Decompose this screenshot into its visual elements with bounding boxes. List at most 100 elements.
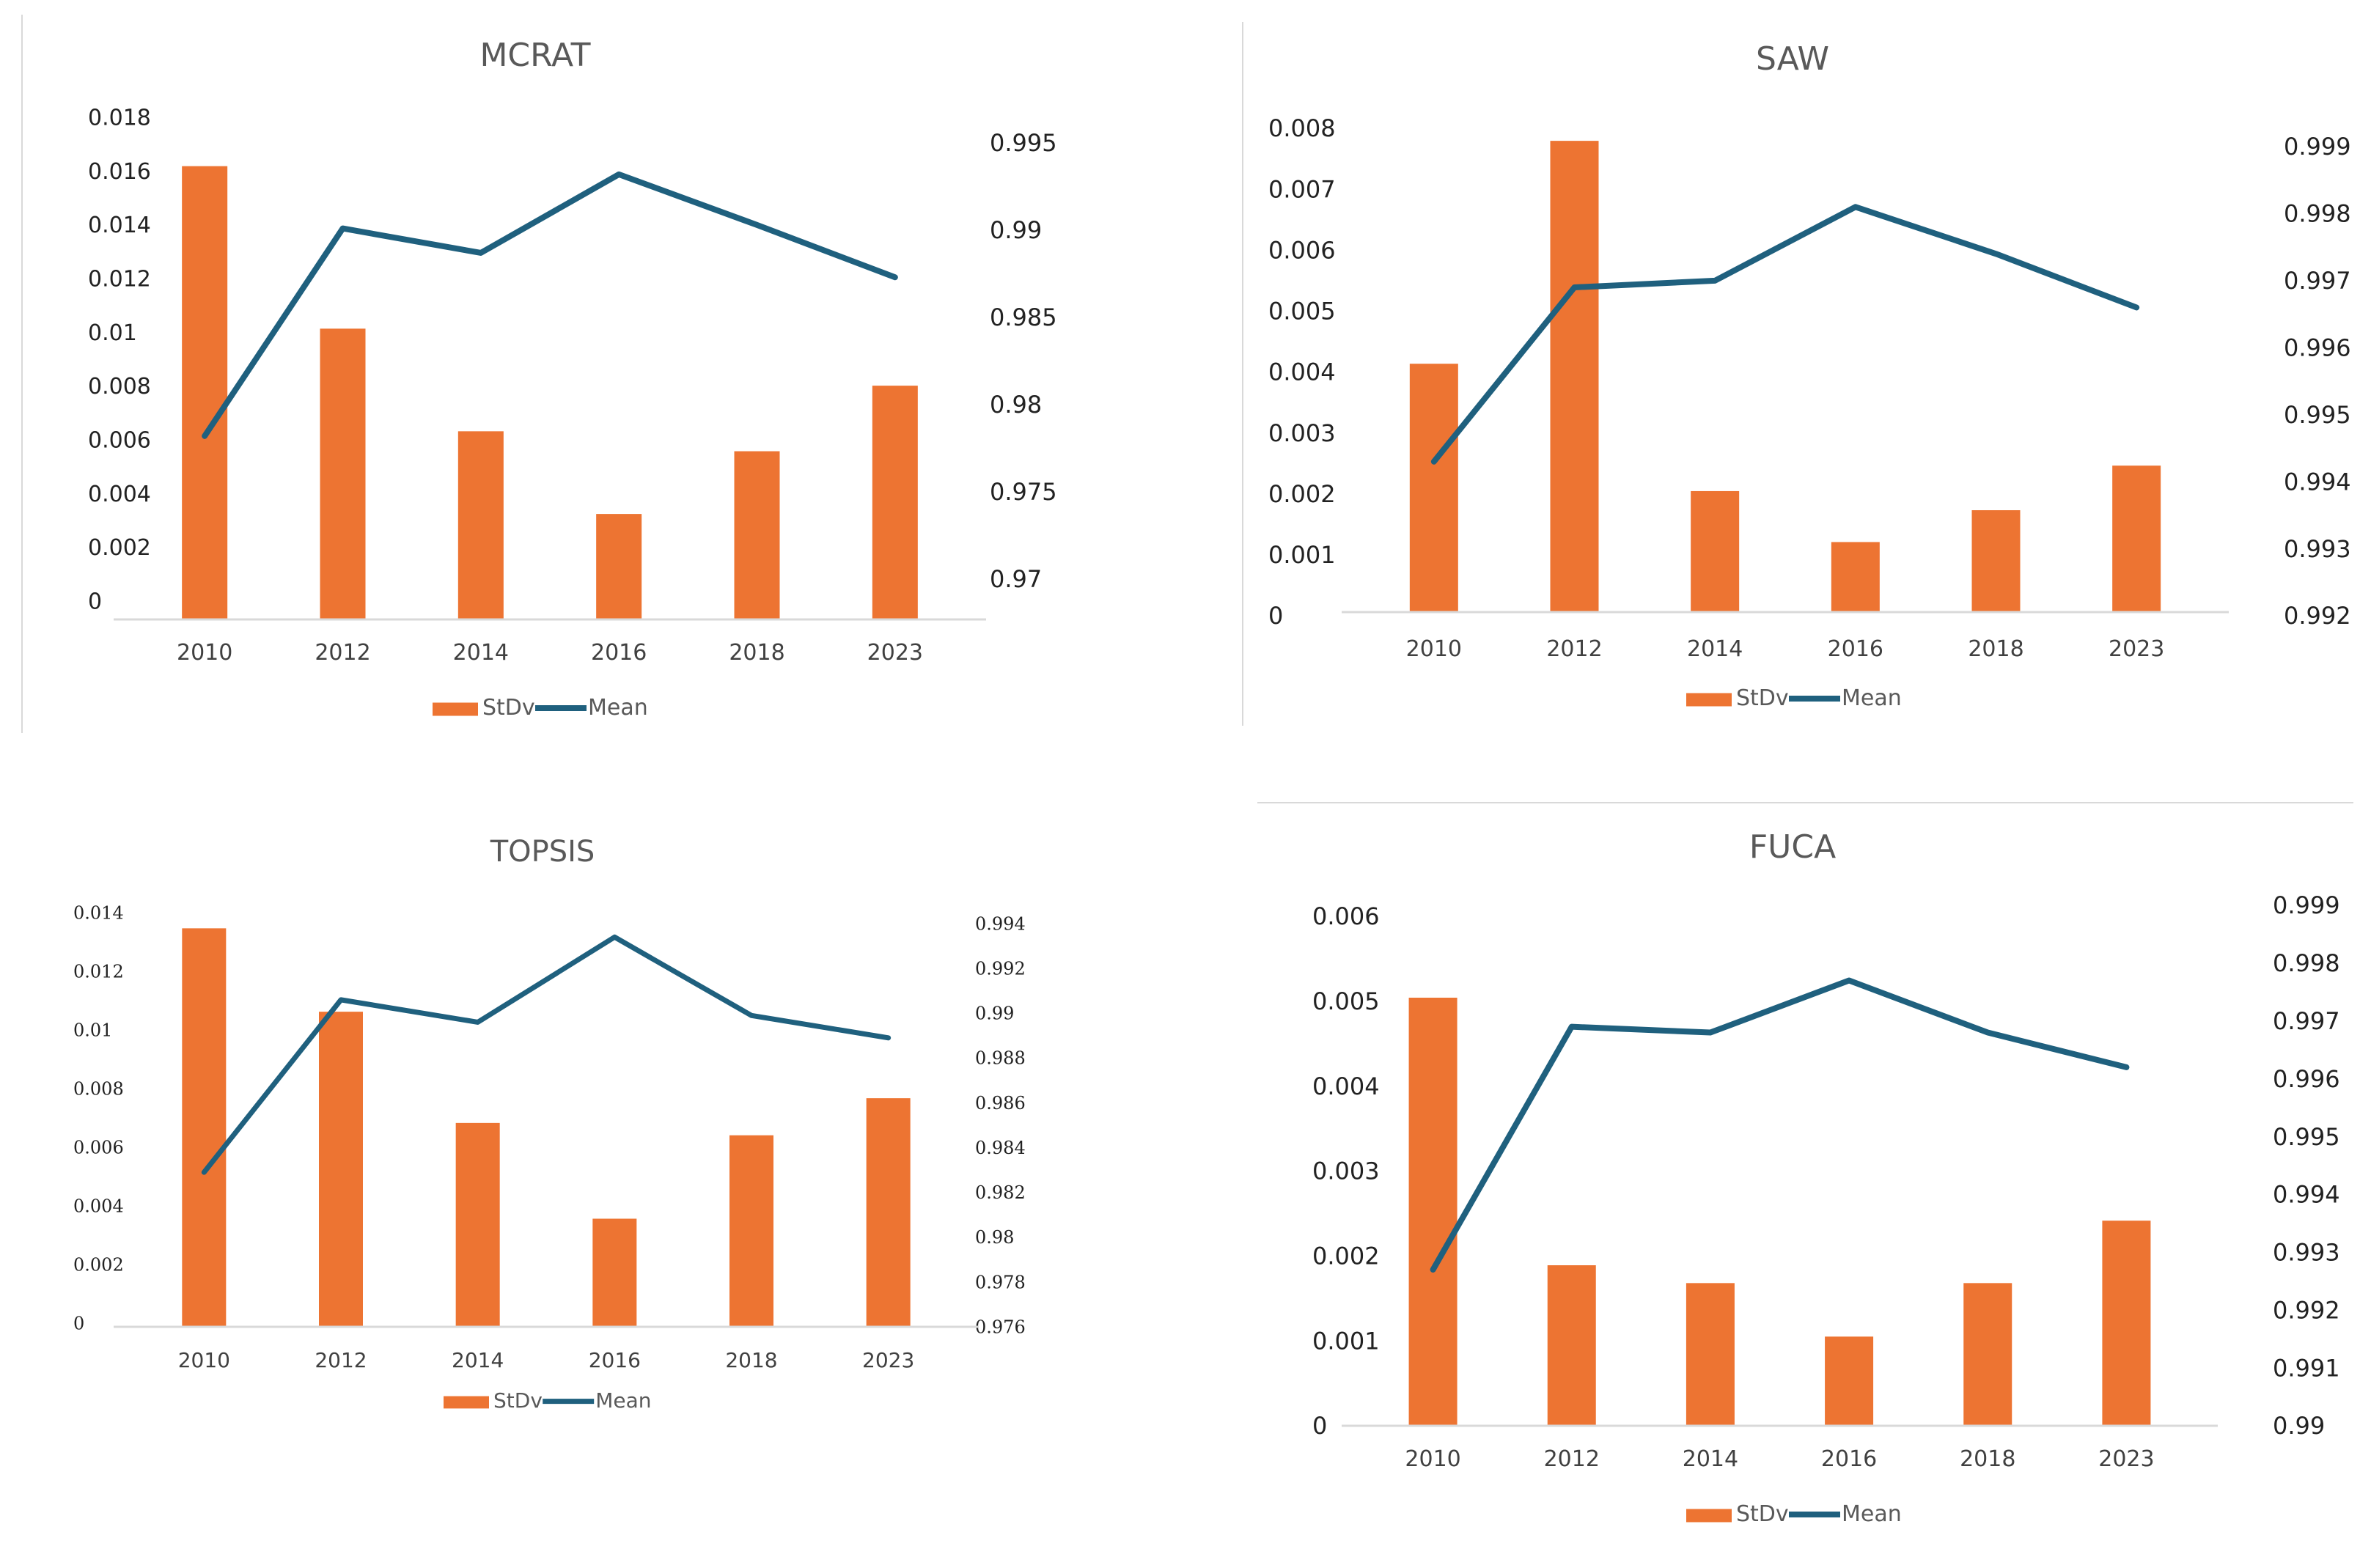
- saw-bar-2016: [1831, 542, 1880, 612]
- fuca-left-tick: 0.002: [1312, 1243, 1380, 1270]
- chart-panel-topsis: TOPSIS 0 0.002 0.004 0.006 0.008 0.01 0.012 0.01…: [22, 814, 1063, 1473]
- fuca-x-tick: 2014: [1683, 1446, 1738, 1472]
- saw-right-tick: 0.995: [2284, 401, 2351, 429]
- fuca-left-tick: 0.001: [1312, 1327, 1380, 1355]
- saw-bar-2014: [1691, 490, 1740, 612]
- topsis-x-tick: 2016: [589, 1348, 641, 1372]
- chart-panel-fuca: FUCA 0 0.001 0.002 0.003 0.004 0.005 0.006 0.99 0…: [1257, 802, 2353, 1539]
- topsis-left-tick: 0.012: [73, 961, 124, 982]
- mcrat-bar-2023: [872, 386, 918, 619]
- topsis-bar-2014: [455, 1122, 500, 1327]
- topsis-right-tick: 0.982: [975, 1182, 1026, 1203]
- saw-legend-mean-label: Mean: [1842, 685, 1902, 711]
- topsis-chart-title: TOPSIS: [490, 835, 595, 869]
- fuca-left-tick: 0.004: [1312, 1072, 1380, 1100]
- fuca-legend-stdv-swatch: [1686, 1509, 1732, 1523]
- fuca-right-tick: 0.998: [2273, 949, 2340, 977]
- topsis-bar-2012: [319, 1012, 363, 1327]
- chart-svg-mcrat: MCRAT 0 0.002 0.004 0.006 0.008 0.01 0.012 0.014…: [21, 15, 1057, 733]
- topsis-legend-stdv-label: StDv: [493, 1388, 543, 1413]
- saw-right-tick: 0.997: [2284, 267, 2351, 295]
- saw-right-tick: 0.992: [2284, 602, 2351, 630]
- topsis-bar-2023: [866, 1098, 911, 1327]
- saw-legend-stdv-swatch: [1686, 693, 1732, 707]
- chart-svg-topsis: TOPSIS 0 0.002 0.004 0.006 0.008 0.01 0.012 0.01…: [73, 835, 1026, 1413]
- fuca-left-tick: 0.006: [1312, 902, 1380, 930]
- fuca-x-tick: 2018: [1960, 1446, 2015, 1472]
- mcrat-right-tick: 0.985: [990, 303, 1057, 331]
- saw-bar-2018: [1971, 510, 2021, 612]
- mcrat-x-tick: 2010: [177, 640, 232, 666]
- fuca-chart-title: FUCA: [1749, 828, 1836, 866]
- mcrat-left-tick: 0.002: [88, 535, 151, 561]
- saw-x-tick: 2023: [2109, 636, 2164, 662]
- saw-right-tick: 0.994: [2284, 468, 2351, 496]
- fuca-x-tick: 2023: [2098, 1446, 2154, 1472]
- topsis-legend-mean-label: Mean: [595, 1388, 651, 1413]
- mcrat-left-tick: 0.016: [88, 159, 151, 185]
- chart-panel-saw: SAW 0 0.001 0.002 0.003 0.004 0.005 0.006 0.007 0…: [1242, 22, 2353, 733]
- fuca-right-tick: 0.99: [2273, 1412, 2325, 1440]
- chart-panel-mcrat: MCRAT 0 0.002 0.004 0.006 0.008 0.01 0.012 0.014…: [21, 15, 1063, 733]
- mcrat-left-tick: 0.008: [88, 374, 151, 400]
- saw-left-tick: 0.007: [1268, 175, 1336, 203]
- saw-left-tick: 0.006: [1268, 236, 1336, 264]
- saw-chart-title: SAW: [1756, 40, 1829, 78]
- topsis-left-tick: 0.01: [73, 1020, 112, 1040]
- saw-bar-2012: [1550, 141, 1599, 612]
- topsis-mean-line: [201, 934, 892, 1175]
- fuca-right-tick: 0.997: [2273, 1007, 2340, 1035]
- mcrat-x-tick: 2018: [729, 640, 784, 666]
- topsis-right-tick: 0.978: [975, 1272, 1026, 1292]
- topsis-right-tick: 0.98: [975, 1227, 1014, 1248]
- topsis-right-tick: 0.988: [975, 1048, 1026, 1069]
- mcrat-bar-2010: [182, 166, 228, 619]
- saw-x-tick: 2018: [1968, 636, 2023, 662]
- mcrat-x-tick: 2023: [867, 640, 923, 666]
- fuca-mean-line: [1430, 977, 2130, 1273]
- mcrat-x-tick: 2014: [453, 640, 509, 666]
- fuca-x-tick: 2010: [1405, 1446, 1460, 1472]
- mcrat-left-tick: 0.018: [88, 106, 151, 131]
- saw-x-tick: 2014: [1687, 636, 1743, 662]
- saw-left-tick: 0.003: [1268, 419, 1336, 447]
- saw-left-tick: 0: [1268, 602, 1283, 630]
- topsis-left-tick: 0.002: [73, 1254, 124, 1275]
- topsis-x-tick: 2010: [178, 1348, 230, 1372]
- mcrat-x-tick: 2012: [315, 640, 370, 666]
- saw-bar-2023: [2112, 465, 2161, 612]
- fuca-left-tick: 0: [1312, 1412, 1327, 1440]
- topsis-right-tick: 0.976: [975, 1317, 1026, 1337]
- saw-left-tick: 0.005: [1268, 298, 1336, 325]
- mcrat-left-tick: 0: [88, 589, 102, 615]
- fuca-bar-2012: [1547, 1265, 1596, 1426]
- topsis-legend-stdv-swatch: [444, 1396, 489, 1409]
- mcrat-right-tick: 0.98: [990, 391, 1042, 419]
- saw-right-tick: 0.998: [2284, 200, 2351, 228]
- mcrat-right-tick: 0.99: [990, 216, 1042, 244]
- mcrat-bar-2016: [596, 514, 642, 619]
- topsis-x-tick: 2014: [452, 1348, 504, 1372]
- mcrat-left-tick: 0.01: [88, 320, 137, 346]
- mcrat-bar-2018: [734, 451, 780, 619]
- topsis-x-tick: 2012: [315, 1348, 367, 1372]
- mcrat-chart-title: MCRAT: [479, 37, 590, 74]
- saw-left-tick: 0.008: [1268, 114, 1336, 142]
- saw-x-tick: 2016: [1828, 636, 1883, 662]
- topsis-left-tick: 0.006: [73, 1137, 124, 1157]
- topsis-right-tick: 0.986: [975, 1093, 1026, 1114]
- fuca-right-tick: 0.999: [2273, 891, 2340, 919]
- saw-right-tick: 0.999: [2284, 133, 2351, 161]
- saw-mean-line: [1430, 204, 2140, 465]
- mcrat-bar-2012: [320, 328, 366, 619]
- topsis-left-tick: 0.004: [73, 1196, 124, 1216]
- fuca-left-tick: 0.003: [1312, 1157, 1380, 1185]
- saw-bar-2010: [1409, 364, 1458, 612]
- chart-svg-fuca: FUCA 0 0.001 0.002 0.003 0.004 0.005 0.006 0.99 0…: [1257, 802, 2353, 1527]
- mcrat-left-tick: 0.012: [88, 267, 151, 292]
- fuca-bar-2023: [2102, 1221, 2151, 1426]
- mcrat-left-tick: 0.006: [88, 428, 151, 454]
- topsis-left-tick: 0.008: [73, 1078, 124, 1099]
- fuca-right-tick: 0.994: [2273, 1181, 2340, 1209]
- mcrat-bar-2014: [457, 431, 504, 619]
